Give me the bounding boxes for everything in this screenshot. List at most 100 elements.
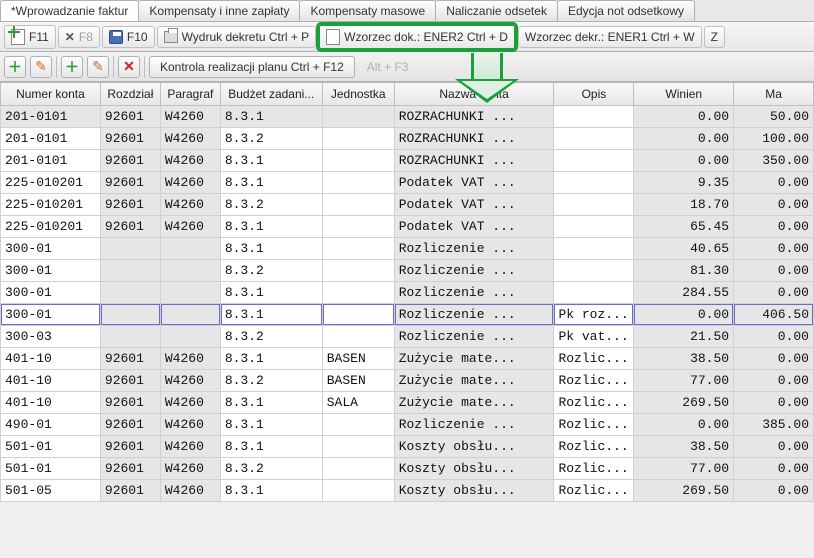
cell[interactable]: 0.00 [734,480,814,502]
cell[interactable]: 8.3.1 [220,348,322,370]
btn-wzorzec-dok[interactable]: Wzorzec dok.: ENER2 Ctrl + D [318,24,516,50]
cell[interactable]: Koszty obsłu... [394,458,554,480]
cell[interactable]: 501-01 [1,436,101,458]
delete-row-icon[interactable]: ✕ [118,56,140,78]
cell[interactable] [554,238,634,260]
cell[interactable] [322,172,394,194]
cell[interactable]: Podatek VAT ... [394,216,554,238]
cell[interactable]: 501-05 [1,480,101,502]
cell[interactable]: 100.00 [734,128,814,150]
cell[interactable]: 401-10 [1,392,101,414]
cell[interactable] [554,216,634,238]
cell[interactable] [100,238,160,260]
cell[interactable]: Rozliczenie ... [394,326,554,348]
col-paragraf[interactable]: Paragraf [160,83,220,106]
btn-wzorzec-dekr[interactable]: Wzorzec dekr.: ENER1 Ctrl + W [518,26,702,48]
cell[interactable]: Rozlic... [554,392,634,414]
cell[interactable]: 0.00 [734,348,814,370]
cell[interactable]: Rozlic... [554,480,634,502]
cell[interactable]: 0.00 [734,326,814,348]
cell[interactable] [322,436,394,458]
tab-kompensaty-inne[interactable]: Kompensaty i inne zapłaty [138,0,300,21]
cell[interactable]: W4260 [160,194,220,216]
cell[interactable]: 8.3.1 [220,238,322,260]
cell[interactable]: 0.00 [634,106,734,128]
cell[interactable]: 269.50 [634,392,734,414]
cell[interactable]: 300-01 [1,282,101,304]
cell[interactable] [322,106,394,128]
cell[interactable]: 0.00 [734,392,814,414]
cell[interactable] [322,282,394,304]
cell[interactable]: 0.00 [734,194,814,216]
cell[interactable]: 0.00 [634,128,734,150]
cell[interactable]: 8.3.2 [220,260,322,282]
cell[interactable]: Koszty obsłu... [394,480,554,502]
accounts-table[interactable]: Numer konta Rozdział Paragraf Budżet zad… [0,82,814,502]
cell[interactable]: Rozliczenie ... [394,260,554,282]
cell[interactable] [160,282,220,304]
cell[interactable]: 92601 [100,458,160,480]
cell[interactable]: 8.3.2 [220,458,322,480]
cell[interactable]: 0.00 [734,458,814,480]
cell[interactable]: 225-010201 [1,194,101,216]
cell[interactable]: ROZRACHUNKI ... [394,128,554,150]
cell[interactable]: 0.00 [734,282,814,304]
cell[interactable]: 50.00 [734,106,814,128]
cell[interactable]: 300-03 [1,326,101,348]
cell[interactable]: 0.00 [734,370,814,392]
cell[interactable]: 300-01 [1,238,101,260]
cell[interactable]: 40.65 [634,238,734,260]
cell[interactable]: Rozlic... [554,370,634,392]
cell[interactable] [322,304,394,326]
cell[interactable]: Rozliczenie ... [394,304,554,326]
table-row[interactable]: 501-0592601W42608.3.1Koszty obsłu...Rozl… [1,480,814,502]
cell[interactable]: 225-010201 [1,216,101,238]
cell[interactable]: 77.00 [634,370,734,392]
cell[interactable]: W4260 [160,436,220,458]
cell[interactable]: Podatek VAT ... [394,194,554,216]
col-budzet[interactable]: Budżet zadani... [220,83,322,106]
cell[interactable] [100,260,160,282]
cell[interactable]: 65.45 [634,216,734,238]
cell[interactable]: W4260 [160,150,220,172]
cell[interactable]: Rozliczenie ... [394,282,554,304]
cell[interactable]: W4260 [160,348,220,370]
table-row[interactable]: 201-010192601W42608.3.1ROZRACHUNKI ...0.… [1,150,814,172]
table-row[interactable]: 300-038.3.2Rozliczenie ...Pk vat...21.50… [1,326,814,348]
cell[interactable]: Pk vat... [554,326,634,348]
cell[interactable]: 201-0101 [1,128,101,150]
cell[interactable]: 300-01 [1,304,101,326]
table-row[interactable]: 201-010192601W42608.3.2ROZRACHUNKI ...0.… [1,128,814,150]
cell[interactable]: ROZRACHUNKI ... [394,106,554,128]
table-row[interactable]: 501-0192601W42608.3.1Koszty obsłu...Rozl… [1,436,814,458]
cell[interactable]: SALA [322,392,394,414]
cell[interactable]: 77.00 [634,458,734,480]
btn-kontrola-planu[interactable]: Kontrola realizacji planu Ctrl + F12 [149,56,355,78]
cell[interactable]: Rozliczenie ... [394,238,554,260]
cell[interactable]: Koszty obsłu... [394,436,554,458]
cell[interactable]: 8.3.1 [220,304,322,326]
cell[interactable]: 18.70 [634,194,734,216]
cell[interactable] [554,150,634,172]
tab-naliczanie-odsetek[interactable]: Naliczanie odsetek [435,0,558,21]
cell[interactable] [100,304,160,326]
table-row[interactable]: 300-018.3.1Rozliczenie ...Pk roz...0.004… [1,304,814,326]
cell[interactable]: 92601 [100,128,160,150]
cell[interactable]: 92601 [100,106,160,128]
cell[interactable]: 38.50 [634,348,734,370]
tab-edycja-not[interactable]: Edycja not odsetkowy [557,0,695,21]
cell[interactable]: W4260 [160,480,220,502]
cell[interactable] [322,128,394,150]
cell[interactable]: 225-010201 [1,172,101,194]
cell[interactable]: W4260 [160,128,220,150]
cell[interactable]: Pk roz... [554,304,634,326]
cell[interactable]: 0.00 [734,238,814,260]
col-nazwa-konta[interactable]: Nazwa konta [394,83,554,106]
cell[interactable]: Rozlic... [554,414,634,436]
cell[interactable]: 8.3.2 [220,326,322,348]
cell[interactable]: 92601 [100,216,160,238]
table-row[interactable]: 225-01020192601W42608.3.1Podatek VAT ...… [1,172,814,194]
table-row[interactable]: 225-01020192601W42608.3.1Podatek VAT ...… [1,216,814,238]
cell[interactable]: BASEN [322,370,394,392]
cell[interactable]: 0.00 [634,150,734,172]
